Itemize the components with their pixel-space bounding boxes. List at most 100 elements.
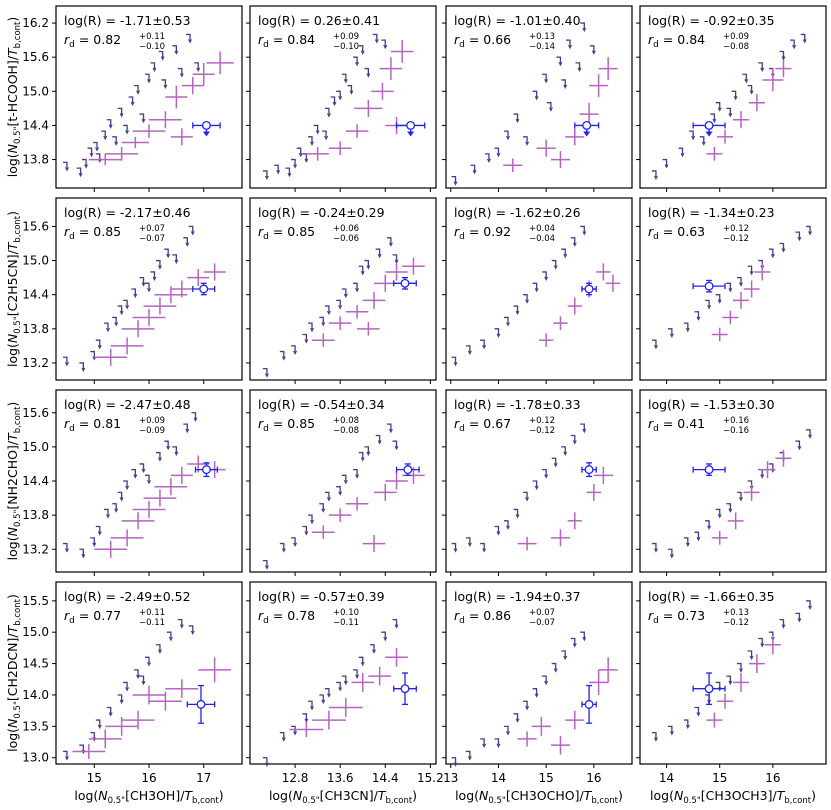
detection-point	[748, 94, 765, 112]
upper-limit-point	[324, 107, 331, 118]
detection-point	[88, 729, 122, 749]
upper-limit-point	[191, 412, 198, 422]
detection-point	[550, 151, 570, 169]
detection-point	[357, 321, 380, 336]
rd-plus-error: +0.09	[723, 32, 749, 42]
y-tick-label: 15.0	[22, 254, 49, 268]
detection-point	[390, 40, 414, 63]
y-axis-label-row2: log(N0.5"[NH2CHO]/Tb,cont)	[5, 402, 23, 561]
upper-limit-point	[726, 675, 733, 686]
detection-point	[567, 512, 582, 530]
rd-label: rd = 0.78	[258, 608, 315, 626]
upper-limit-point	[523, 491, 530, 502]
detection-point	[328, 316, 352, 330]
upper-limit-point	[82, 158, 89, 169]
y-tick-label: 15.6	[22, 50, 49, 64]
reference-source-point	[692, 120, 726, 137]
upper-limit-point	[291, 725, 298, 736]
upper-limit-point	[62, 161, 69, 172]
detection-point	[143, 489, 177, 507]
upper-limit-point	[504, 520, 510, 530]
upper-limit-point	[494, 525, 501, 536]
detection-point	[733, 673, 749, 692]
detection-point	[312, 525, 335, 540]
detection-point	[531, 716, 551, 736]
x-axis-label-col3: log(N0.5"[CH3OCH3]/Tb,cont)	[650, 788, 816, 806]
reference-source-point	[574, 120, 600, 137]
upper-limit-point	[358, 451, 365, 462]
panel-frame	[249, 581, 437, 765]
reference-source-point	[192, 282, 216, 296]
upper-limit-point	[353, 282, 360, 293]
upper-limit-point	[494, 738, 501, 749]
logR-label: log(R) = -2.47±0.48	[64, 397, 191, 412]
rd-plus-error: +0.09	[333, 32, 359, 42]
logR-label: log(R) = -2.17±0.46	[64, 205, 191, 220]
logR-label: log(R) = -1.62±0.26	[454, 205, 581, 220]
rd-label: rd = 0.41	[648, 416, 705, 434]
detection-point	[586, 483, 601, 501]
upper-limit-point	[172, 446, 179, 456]
rd-plus-error: +0.07	[529, 608, 555, 618]
upper-limit-point	[465, 537, 472, 547]
upper-limit-point	[262, 757, 269, 767]
upper-limit-point	[336, 681, 343, 692]
upper-limit-point	[758, 62, 765, 72]
upper-limit-point	[494, 147, 501, 158]
panel-annotation: log(R) = -0.54±0.34 rd = 0.85 +0.08−0.08	[258, 397, 385, 436]
upper-limit-point	[556, 56, 563, 67]
upper-limit-point	[194, 62, 201, 72]
upper-limit-point	[155, 451, 162, 462]
upper-limit-point	[705, 520, 712, 530]
upper-limit-point	[183, 423, 190, 434]
upper-limit-point	[726, 282, 733, 293]
x-axis-label-col1: log(N0.5"[CH3CN]/Tb,cont)	[269, 788, 417, 806]
detection-point	[385, 263, 408, 281]
upper-limit-point	[651, 170, 658, 181]
y-tick-label: 14.0	[22, 688, 49, 702]
upper-limit-point	[570, 434, 577, 445]
upper-limit-point	[392, 254, 399, 264]
panel-frame	[249, 197, 437, 381]
panel-r2-c3: log(R) = -1.53±0.30 rd = 0.41 +0.16−0.16	[636, 389, 827, 576]
panel-annotation: log(R) = -1.71±0.53 rd = 0.82 +0.11−0.10	[64, 13, 191, 52]
upper-limit-point	[532, 282, 539, 293]
x-tick-label: 13.6	[327, 771, 354, 785]
upper-limit-point	[117, 491, 124, 502]
upper-limit-point	[480, 542, 487, 553]
upper-limit-point	[302, 153, 309, 163]
detection-point	[345, 496, 369, 511]
detection-point	[598, 657, 618, 683]
panel-r3-c2: log(R) = -1.94±0.37 rd = 0.86 +0.07−0.07 13…	[442, 581, 633, 785]
x-axis-label-col2: log(N0.5"[CH3OCHO]/Tb,cont)	[455, 788, 623, 806]
upper-limit-point	[392, 440, 399, 451]
y-tick-label: 14.4	[22, 474, 49, 488]
upper-limit-point	[484, 153, 491, 163]
panel-frame	[445, 197, 633, 381]
detection-point	[121, 136, 149, 149]
y-tick-label: 15.6	[22, 406, 49, 420]
upper-limit-point	[353, 669, 360, 679]
detection-point	[88, 153, 122, 166]
upper-limit-point	[364, 67, 371, 78]
upper-limit-point	[667, 328, 674, 338]
panel-r1-c1: log(R) = -0.24±0.29 rd = 0.85 +0.06−0.06	[246, 197, 437, 384]
y-tick-label: 14.4	[22, 288, 49, 302]
reference-source-point	[393, 276, 417, 290]
upper-limit-point	[731, 90, 738, 101]
reference-source-point	[581, 684, 597, 724]
reference-source-point	[692, 672, 726, 706]
upper-limit-point	[341, 288, 348, 299]
rd-plus-error: +0.10	[333, 608, 359, 618]
upper-limit-point	[747, 650, 754, 661]
upper-limit-point	[285, 167, 292, 178]
upper-limit-point	[188, 225, 195, 236]
detection-point	[198, 657, 232, 683]
upper-limit-point	[188, 625, 195, 636]
upper-limit-point	[513, 305, 520, 316]
upper-limit-point	[806, 225, 813, 236]
upper-limit-point	[795, 231, 802, 242]
rd-label: rd = 0.67	[454, 416, 511, 434]
upper-limit-point	[112, 316, 119, 327]
detection-point	[727, 512, 744, 530]
